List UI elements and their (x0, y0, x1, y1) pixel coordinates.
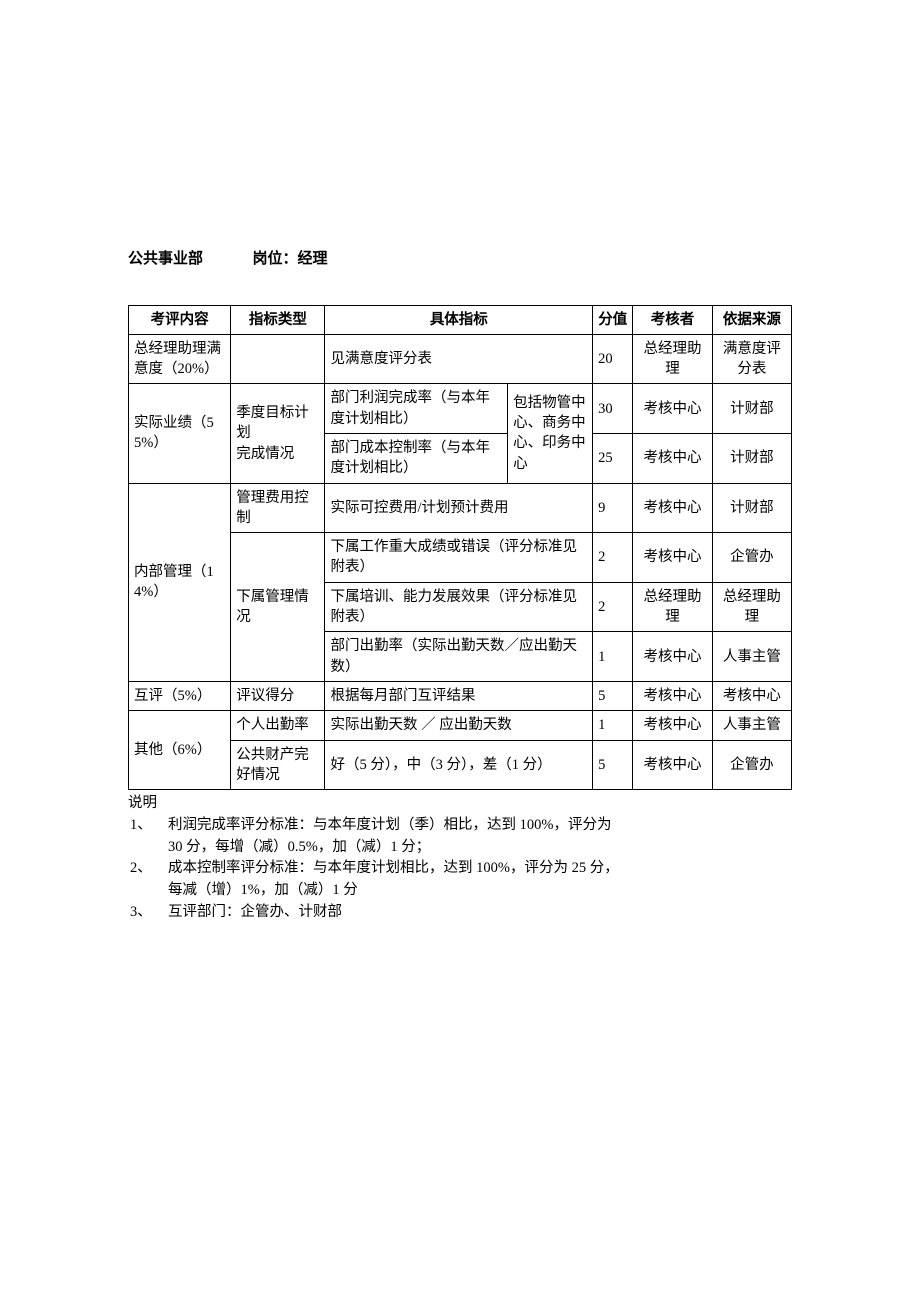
cell-source: 企管办 (712, 740, 791, 790)
cell-assessor: 考核中心 (633, 533, 712, 583)
cell-indicator: 管理费用控制 (231, 483, 325, 533)
cell-indicator: 下属管理情况 (231, 533, 325, 682)
note-item: 2、 成本控制率评分标准：与本年度计划相比，达到 100%，评分为 25 分， (128, 858, 792, 880)
cell-metric: 部门成本控制率（与本年度计划相比） (325, 433, 508, 483)
cell-content: 总经理助理满意度（20%） (129, 334, 231, 384)
cell-assessor: 总经理助理 (633, 582, 712, 632)
cell-content: 其他（6%） (129, 711, 231, 790)
cell-source: 计财部 (712, 433, 791, 483)
cell-assessor: 总经理助理 (633, 334, 712, 384)
cell-score: 5 (593, 740, 633, 790)
cell-indicator: 季度目标计划 完成情况 (231, 384, 325, 483)
table-row: 其他（6%） 个人出勤率 实际出勤天数 ／ 应出勤天数 1 考核中心 人事主管 (129, 711, 792, 740)
cell-assessor: 考核中心 (633, 711, 712, 740)
position-label: 岗位：经理 (253, 251, 328, 267)
col-metric: 具体指标 (325, 305, 593, 334)
table-row: 实际业绩（55%） 季度目标计划 完成情况 部门利润完成率（与本年度计划相比） … (129, 384, 792, 434)
cell-score: 1 (593, 711, 633, 740)
cell-score: 2 (593, 533, 633, 583)
cell-metric: 部门利润完成率（与本年度计划相比） (325, 384, 508, 434)
cell-score: 20 (593, 334, 633, 384)
cell-metric-scope: 包括物管中心、商务中心、印务中心 (508, 384, 593, 483)
cell-assessor: 考核中心 (633, 433, 712, 483)
doc-header: 公共事业部 岗位：经理 (128, 248, 792, 271)
cell-score: 9 (593, 483, 633, 533)
note-item: 1、 利润完成率评分标准：与本年度计划（季）相比，达到 100%，评分为 (128, 815, 792, 837)
cell-indicator: 评议得分 (231, 681, 325, 710)
note-text: 利润完成率评分标准：与本年度计划（季）相比，达到 100%，评分为 (168, 815, 792, 837)
col-content: 考评内容 (129, 305, 231, 334)
cell-source: 满意度评分表 (712, 334, 791, 384)
note-text: 互评部门：企管办、计财部 (168, 902, 792, 924)
note-number: 3、 (128, 902, 168, 924)
cell-metric: 见满意度评分表 (325, 334, 593, 384)
cell-score: 30 (593, 384, 633, 434)
cell-source: 计财部 (712, 384, 791, 434)
cell-source: 人事主管 (712, 632, 791, 682)
cell-source: 考核中心 (712, 681, 791, 710)
cell-indicator (231, 334, 325, 384)
cell-indicator: 公共财产完好情况 (231, 740, 325, 790)
cell-assessor: 考核中心 (633, 681, 712, 710)
cell-source: 企管办 (712, 533, 791, 583)
cell-metric: 部门出勤率（实际出勤天数／应出勤天数） (325, 632, 593, 682)
cell-assessor: 考核中心 (633, 384, 712, 434)
cell-score: 2 (593, 582, 633, 632)
col-assessor: 考核者 (633, 305, 712, 334)
cell-metric: 好（5 分），中（3 分），差（1 分） (325, 740, 593, 790)
cell-score: 5 (593, 681, 633, 710)
notes-title: 说明 (128, 793, 792, 815)
note-number: 1、 (128, 815, 168, 837)
cell-source: 计财部 (712, 483, 791, 533)
cell-content: 内部管理（14%） (129, 483, 231, 681)
note-number: 2、 (128, 858, 168, 880)
cell-assessor: 考核中心 (633, 483, 712, 533)
note-text: 成本控制率评分标准：与本年度计划相比，达到 100%，评分为 25 分， (168, 858, 792, 880)
table-row: 内部管理（14%） 管理费用控制 实际可控费用/计划预计费用 9 考核中心 计财… (129, 483, 792, 533)
notes-section: 说明 1、 利润完成率评分标准：与本年度计划（季）相比，达到 100%，评分为 … (128, 793, 792, 924)
col-source: 依据来源 (712, 305, 791, 334)
evaluation-table: 考评内容 指标类型 具体指标 分值 考核者 依据来源 总经理助理满意度（20%）… (128, 305, 792, 791)
cell-score: 25 (593, 433, 633, 483)
cell-content: 互评（5%） (129, 681, 231, 710)
cell-score: 1 (593, 632, 633, 682)
cell-source: 总经理助理 (712, 582, 791, 632)
cell-metric: 根据每月部门互评结果 (325, 681, 593, 710)
cell-content: 实际业绩（55%） (129, 384, 231, 483)
cell-metric: 实际可控费用/计划预计费用 (325, 483, 593, 533)
cell-source: 人事主管 (712, 711, 791, 740)
cell-metric: 下属工作重大成绩或错误（评分标准见附表） (325, 533, 593, 583)
note-text-cont: 每减（增）1%，加（减）1 分 (128, 880, 792, 902)
col-score: 分值 (593, 305, 633, 334)
department-label: 公共事业部 (128, 251, 203, 267)
table-row: 互评（5%） 评议得分 根据每月部门互评结果 5 考核中心 考核中心 (129, 681, 792, 710)
cell-assessor: 考核中心 (633, 740, 712, 790)
table-row: 总经理助理满意度（20%） 见满意度评分表 20 总经理助理 满意度评分表 (129, 334, 792, 384)
note-text-cont: 30 分，每增（减）0.5%，加（减）1 分； (128, 837, 792, 859)
cell-indicator: 个人出勤率 (231, 711, 325, 740)
table-header-row: 考评内容 指标类型 具体指标 分值 考核者 依据来源 (129, 305, 792, 334)
cell-metric: 下属培训、能力发展效果（评分标准见附表） (325, 582, 593, 632)
note-item: 3、 互评部门：企管办、计财部 (128, 902, 792, 924)
cell-assessor: 考核中心 (633, 632, 712, 682)
col-indicator-type: 指标类型 (231, 305, 325, 334)
cell-metric: 实际出勤天数 ／ 应出勤天数 (325, 711, 593, 740)
